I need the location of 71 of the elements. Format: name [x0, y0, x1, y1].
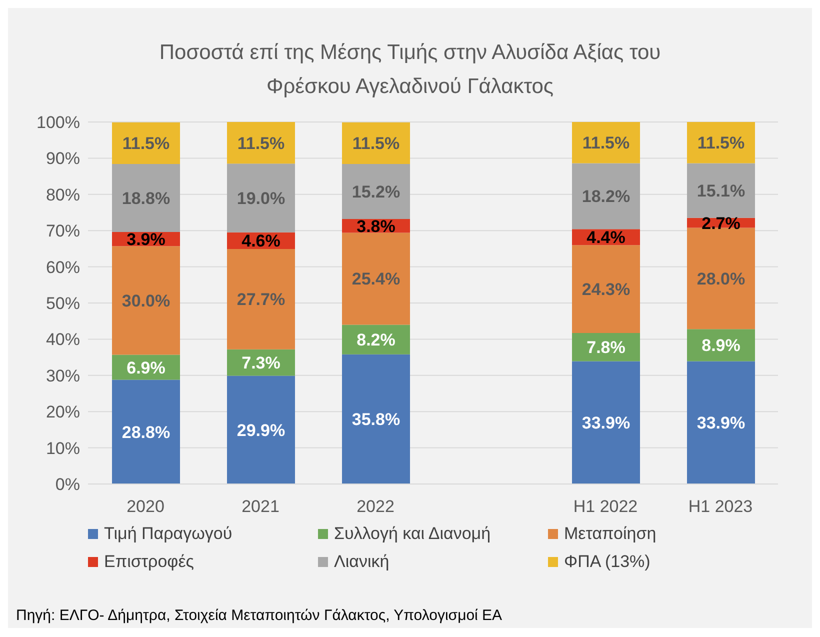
bar [572, 245, 640, 334]
data-label: 28.8% [122, 422, 170, 442]
legend-label: Συλλογή και Διανομή [334, 524, 491, 544]
bar [227, 249, 295, 350]
y-tick-label: 70% [46, 222, 80, 241]
data-label: 24.3% [582, 280, 630, 300]
y-tick-label: 30% [46, 366, 80, 386]
bar [572, 361, 640, 484]
y-tick-label: 50% [46, 294, 80, 314]
bar [112, 164, 180, 232]
y-tick-label: 90% [46, 149, 80, 168]
data-label: 29.9% [236, 420, 286, 440]
data-label: 4.4% [586, 228, 626, 248]
data-label: 25.4% [352, 270, 400, 289]
data-label: 35.8% [352, 410, 400, 430]
y-tick-label: 80% [46, 185, 80, 204]
bar [342, 354, 410, 484]
y-tick-label: 40% [46, 330, 80, 350]
data-label: 18.2% [582, 187, 630, 206]
bar [227, 164, 295, 232]
data-label: 19.0% [236, 189, 286, 208]
legend-label: ΦΠΑ (13%) [564, 552, 650, 572]
legend-label: Μεταποίηση [564, 524, 656, 544]
data-label: 2.7% [702, 214, 740, 233]
data-label: 4.6% [242, 232, 280, 251]
y-tick-label: 10% [46, 438, 80, 458]
chart-title: Ποσοστά επί της Μέσης Τιμής στην Αλυσίδα Αξίας του Φρέσκου Αγελαδινού Γάλακτος [158, 40, 662, 100]
bar [687, 122, 755, 164]
data-label: 18.8% [122, 189, 170, 208]
bar [342, 164, 410, 220]
y-tick-label: 60% [46, 258, 80, 277]
data-label: 11.5% [582, 134, 630, 153]
data-label: 6.9% [126, 358, 166, 378]
legend-label: Επιστροφές [104, 552, 194, 572]
bar [572, 163, 640, 230]
x-tick-label: 2021 [242, 497, 280, 516]
data-label: 33.9% [696, 414, 746, 433]
x-tick-label: H1 2022 [573, 497, 638, 516]
bar [687, 228, 755, 330]
bar [572, 122, 640, 164]
bar [112, 246, 180, 355]
data-label: 7.3% [242, 354, 280, 373]
data-label: 11.5% [122, 134, 170, 154]
data-label: 11.5% [237, 134, 285, 153]
data-label: 33.9% [582, 414, 630, 433]
x-tick-label: 2022 [356, 497, 394, 516]
data-label: 28.0% [696, 269, 746, 288]
bar [227, 376, 295, 484]
bar [112, 380, 180, 484]
data-label: 7.8% [586, 338, 626, 358]
data-label: 3.9% [126, 230, 166, 250]
data-label: 11.5% [352, 134, 400, 154]
data-label: 15.1% [696, 182, 746, 201]
data-label: 8.2% [356, 330, 396, 350]
data-label: 11.5% [697, 134, 745, 153]
data-label: 30.0% [122, 291, 170, 310]
text: Πηγή: ΕΛΓΟ- Δήμητρα, Στοιχεία Μεταποιητών Γάλακτος, Υπολογισμοί ΕΑ [16, 607, 502, 624]
bar [687, 163, 755, 218]
y-tick-label: 100% [36, 113, 80, 132]
data-label: 27.7% [236, 290, 286, 310]
bar [687, 361, 755, 484]
y-tick-label: 0% [55, 475, 80, 494]
legend-label: Τιμή Παραγωγού [104, 524, 232, 544]
x-tick-label: 2020 [126, 497, 164, 516]
x-tick-label: H1 2023 [688, 497, 753, 516]
y-tick-label: 20% [46, 402, 80, 422]
legend-label: Λιανική [334, 552, 390, 572]
bar [342, 232, 410, 325]
data-label: 3.8% [356, 216, 396, 236]
data-label: 15.2% [352, 182, 400, 202]
data-label: 8.9% [702, 336, 740, 356]
